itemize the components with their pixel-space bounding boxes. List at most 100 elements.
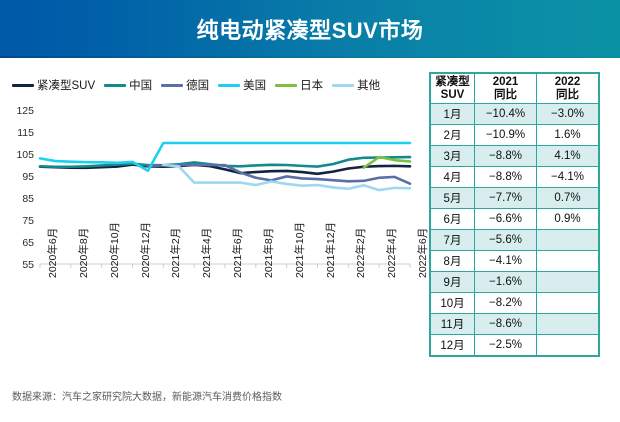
table-row: 9月 −1.6% [430, 271, 599, 293]
yoy-table-container: 紧凑型 SUV 2021 同比 2022 同比 1月 −10.4% −3.0% 2月 −… [429, 72, 600, 357]
chart-legend: 紧凑型SUV 中国 德国 美国 日本 其他 [12, 76, 424, 94]
table-header-2021-metric: 同比 [494, 88, 517, 101]
table-cell-2022: −4.1% [536, 166, 599, 188]
x-axis-label: 2021年4月 [201, 227, 214, 278]
legend-swatch-japan [275, 83, 298, 87]
table-header-2021-year: 2021 [492, 75, 519, 88]
table-cell-2021: −2.5% [474, 334, 537, 356]
table-cell-2021: −10.4% [474, 103, 537, 125]
legend-item-usa[interactable]: 美国 [218, 77, 266, 93]
table-header-category: 紧凑型 SUV [430, 73, 475, 104]
legend-swatch-compact_suv [12, 83, 34, 87]
x-axis-label: 2021年10月 [293, 221, 306, 278]
page-title: 纯电动紧凑型SUV市场 [196, 18, 424, 43]
table-row: 2月 −10.9% 1.6% [430, 124, 599, 146]
table-cell-2022: 4.1% [536, 145, 599, 167]
table-cell-2022: 0.7% [536, 187, 599, 209]
table-cell-2022 [536, 229, 599, 251]
series-line-日本 [362, 155, 412, 169]
table-cell-month: 3月 [430, 145, 475, 167]
table-cell-2021: −7.7% [474, 187, 537, 209]
chart-svg: 125 115 105 95 85 75 65 55 [16, 105, 412, 271]
table-cell-month: 9月 [430, 271, 475, 293]
table-cell-month: 11月 [430, 313, 475, 335]
legend-item-other[interactable]: 其他 [332, 77, 380, 93]
x-axis-label: 2021年2月 [170, 227, 183, 278]
table-body: 1月 −10.4% −3.0% 2月 −10.9% 1.6% 3月 −8.8% 4.1% 4月 −8… [430, 103, 599, 356]
table-cell-2022 [536, 271, 599, 293]
legend-item-japan[interactable]: 日本 [275, 77, 323, 93]
y-axis-tick-label: 65 [22, 237, 34, 249]
legend-swatch-usa [218, 83, 241, 87]
table-header-category-line1: 紧凑型 [435, 75, 470, 88]
legend-label-china: 中国 [129, 80, 153, 92]
table-cell-month: 12月 [430, 334, 475, 356]
y-axis-tick-label: 75 [22, 215, 34, 227]
table-cell-2021: −8.2% [474, 292, 537, 314]
table-row: 10月 −8.2% [430, 292, 599, 314]
page-header: 纯电动紧凑型SUV市场 [0, 0, 620, 58]
table-cell-month: 1月 [430, 103, 475, 125]
table-cell-month: 7月 [430, 229, 475, 251]
table-cell-2022 [536, 313, 599, 335]
y-axis-tick-label: 95 [22, 171, 34, 183]
legend-swatch-other [332, 83, 355, 87]
legend-item-china[interactable]: 中国 [104, 77, 152, 93]
table-cell-month: 2月 [430, 124, 475, 146]
legend-label-usa: 美国 [243, 80, 267, 92]
table-cell-2022 [536, 250, 599, 272]
table-header-row: 紧凑型 SUV 2021 同比 2022 同比 [430, 73, 599, 104]
table-cell-month: 5月 [430, 187, 475, 209]
table-cell-2021: −4.1% [474, 250, 537, 272]
table-cell-2021: −1.6% [474, 271, 537, 293]
table-cell-2021: −5.6% [474, 229, 537, 251]
line-chart: 125 115 105 95 85 75 65 55 [0, 96, 430, 286]
table-cell-2021: −10.9% [474, 124, 537, 146]
chart-x-axis-labels: 2020年6月 2020年8月 2020年10月 2020年12月 2021年2月 202… [0, 222, 430, 370]
yoy-table: 紧凑型 SUV 2021 同比 2022 同比 1月 −10.4% −3.0% 2月 −… [430, 73, 599, 356]
x-axis-label: 2022年4月 [386, 227, 399, 278]
y-axis-tick-label: 85 [22, 193, 34, 205]
series-line-紧凑型SUV [38, 163, 412, 176]
table-cell-2022: −3.0% [536, 103, 599, 125]
table-cell-2021: −6.6% [474, 208, 537, 230]
y-axis-tick-label: 55 [22, 259, 34, 271]
x-axis-label: 2020年6月 [47, 227, 59, 278]
x-axis-label: 2020年12月 [139, 221, 152, 278]
source-note: 数据来源：汽车之家研究院大数据，新能源汽车消费价格指数 [12, 392, 282, 403]
table-cell-2021: −8.6% [474, 313, 537, 335]
x-axis-label: 2021年6月 [232, 227, 244, 278]
legend-label-japan: 日本 [300, 80, 324, 92]
table-cell-month: 8月 [430, 250, 475, 272]
legend-label-germany: 德国 [186, 80, 210, 92]
table-cell-2022: 1.6% [536, 124, 599, 146]
table-row: 8月 −4.1% [430, 250, 599, 272]
table-cell-2022: 0.9% [536, 208, 599, 230]
table-row: 4月 −8.8% −4.1% [430, 166, 599, 188]
table-row: 12月 −2.5% [430, 334, 599, 356]
legend-label-compact_suv: 紧凑型SUV [37, 80, 96, 92]
table-cell-2022 [536, 292, 599, 314]
x-axis-label: 2021年12月 [324, 221, 337, 278]
y-axis-tick-label: 125 [16, 105, 34, 117]
legend-label-other: 其他 [357, 80, 381, 92]
series-line-美国 [38, 141, 412, 173]
legend-swatch-germany [161, 83, 184, 87]
table-header-category-line2: SUV [440, 88, 465, 101]
table-header-2022: 2022 同比 [536, 73, 599, 104]
x-axis-label: 2021年8月 [262, 227, 275, 278]
legend-item-compact_suv[interactable]: 紧凑型SUV [12, 77, 95, 93]
series-line-其他 [162, 163, 412, 192]
x-axis-label: 2022年2月 [355, 227, 368, 278]
x-axis-label: 2020年10月 [108, 221, 121, 278]
table-cell-month: 4月 [430, 166, 475, 188]
table-header-2021: 2021 同比 [474, 73, 537, 104]
legend-item-germany[interactable]: 德国 [161, 77, 209, 93]
table-cell-month: 10月 [430, 292, 475, 314]
x-axis-label: 2020年8月 [77, 227, 90, 278]
table-cell-2021: −8.8% [474, 166, 537, 188]
table-cell-month: 6月 [430, 208, 475, 230]
y-axis-tick-label: 105 [16, 149, 34, 161]
table-row: 5月 −7.7% 0.7% [430, 187, 599, 209]
